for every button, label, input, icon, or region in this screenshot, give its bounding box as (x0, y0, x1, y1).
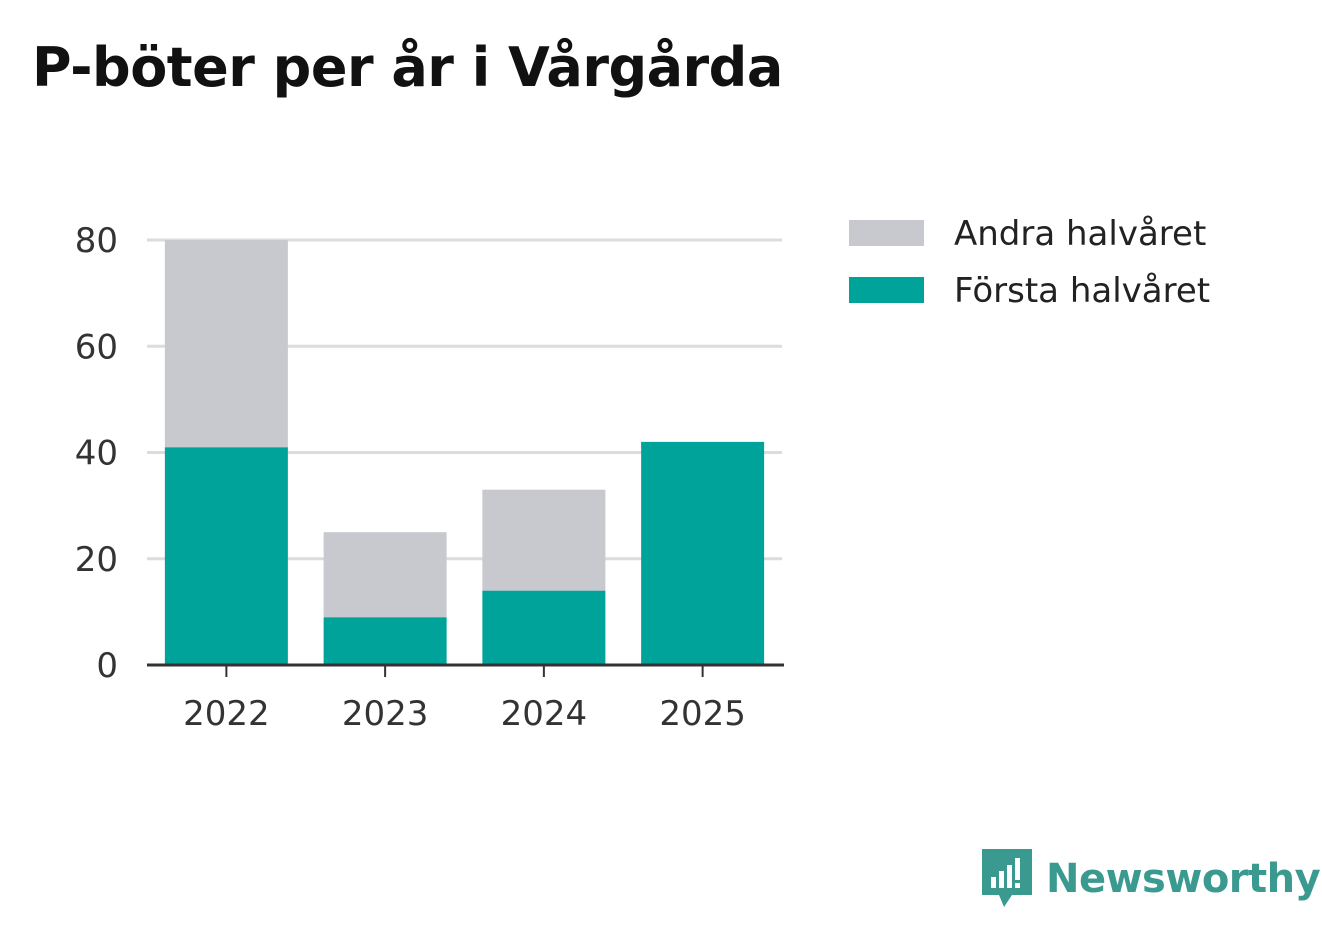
legend-label-andra-halv-ret: Andra halvåret (954, 214, 1206, 254)
brand-name: Newsworthy (1046, 856, 1321, 902)
bar-andra-halv-ret-2022 (164, 240, 288, 448)
x-tick-label-2023: 2023 (342, 694, 429, 734)
legend-label-f-rsta-halv-ret: Första halvåret (954, 271, 1210, 311)
chart-title: P-böter per år i Vårgårda (32, 36, 783, 99)
legend-swatch-f-rsta-halv-ret (849, 277, 924, 303)
bar-f-rsta-halv-ret-2025 (641, 441, 765, 665)
bar-f-rsta-halv-ret-2023 (323, 617, 447, 665)
axes: 0 20 40 60 80 2022 2023 2024 2025 (75, 221, 784, 734)
newsworthy-brand: Newsworthy (982, 848, 1321, 910)
bar-f-rsta-halv-ret-2022 (164, 447, 288, 665)
y-tick-label: 80 (75, 221, 118, 261)
bar-f-rsta-halv-ret-2024 (482, 590, 606, 665)
bar-andra-halv-ret-2024 (482, 489, 606, 591)
y-tick-label: 60 (75, 327, 118, 367)
y-tick-label: 0 (96, 646, 118, 686)
legend: Andra halvåret Första halvåret (849, 214, 1210, 311)
y-tick-label: 40 (75, 434, 118, 474)
bars (164, 240, 765, 665)
x-tick-label-2024: 2024 (501, 694, 588, 734)
y-tick-label: 20 (75, 540, 118, 580)
bar-andra-halv-ret-2023 (323, 532, 447, 618)
x-tick-label-2022: 2022 (183, 694, 270, 734)
legend-swatch-andra-halv-ret (849, 220, 924, 246)
newsworthy-logo-icon (982, 849, 1032, 907)
x-tick-label-2025: 2025 (659, 694, 746, 734)
